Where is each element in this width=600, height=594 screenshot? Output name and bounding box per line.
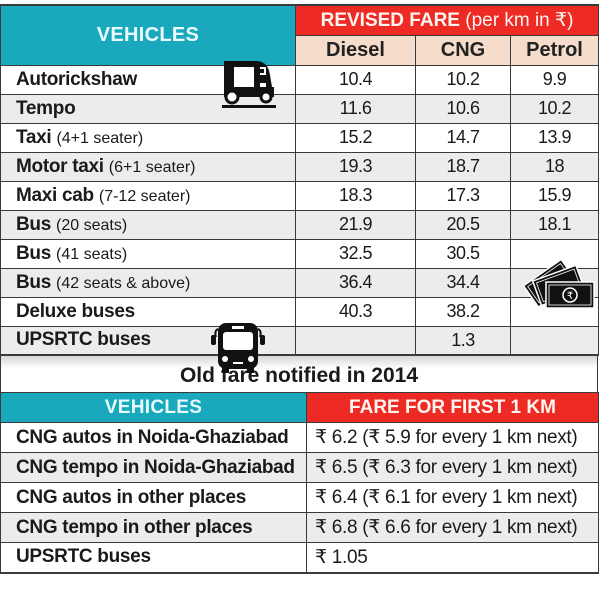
fare-cng: 18.7 bbox=[415, 151, 511, 182]
vehicle-name: UPSRTC buses bbox=[16, 329, 151, 351]
fare-diesel bbox=[295, 325, 416, 356]
fare-petrol: 13.9 bbox=[509, 122, 600, 153]
autorickshaw-icon bbox=[222, 61, 276, 108]
fare-diesel: 32.5 bbox=[295, 238, 416, 269]
table-row: CNG tempo in Noida-Ghaziabad ₹ 6.5 (₹ 6.3… bbox=[0, 452, 599, 483]
fare-cng: 14.7 bbox=[415, 122, 511, 153]
fare-petrol: 10.2 bbox=[509, 93, 600, 124]
table-row: Taxi (4+1 seater) 15.2 14.7 13.9 bbox=[0, 122, 600, 153]
revised-fare-header-label: REVISED FARE bbox=[320, 9, 460, 31]
bus-icon bbox=[211, 323, 265, 373]
vehicles-header: VEHICLES bbox=[0, 4, 296, 66]
fare-cng: 34.4 bbox=[415, 267, 511, 298]
fare-cng: 20.5 bbox=[415, 209, 511, 240]
old-vehicle-name: CNG autos in Noida-Ghaziabad bbox=[0, 422, 307, 453]
old-fare-value: ₹ 6.5 (₹ 6.3 for every 1 km next) bbox=[306, 452, 599, 483]
fare-cng: 1.3 bbox=[415, 325, 511, 356]
old-vehicle-name: CNG autos in other places bbox=[0, 482, 307, 513]
vehicle-name: Bus bbox=[16, 271, 51, 293]
table-row: Tempo 11.6 10.6 10.2 bbox=[0, 93, 600, 124]
revised-fare-header: REVISED FARE (per km in ₹) bbox=[294, 4, 600, 36]
rupee-notes-icon: ₹ bbox=[522, 258, 595, 309]
old-vehicle-name: UPSRTC buses bbox=[0, 542, 307, 574]
fare-infographic: VEHICLES REVISED FARE (per km in ₹) Dies… bbox=[0, 4, 600, 574]
vehicle-cell: Deluxe buses bbox=[0, 296, 296, 327]
fare-petrol bbox=[509, 325, 600, 356]
fare-cng: 10.2 bbox=[415, 64, 511, 95]
vehicle-note: (7-12 seater) bbox=[98, 187, 191, 205]
vehicle-cell: Bus (42 seats & above) bbox=[0, 267, 296, 298]
vehicle-name: Autorickshaw bbox=[16, 68, 137, 90]
table-row: Bus (41 seats) 32.5 30.5 bbox=[0, 238, 600, 269]
svg-text:₹: ₹ bbox=[567, 291, 573, 302]
fare-petrol: 15.9 bbox=[509, 180, 600, 211]
table-row: UPSRTC buses ₹ 1.05 bbox=[0, 542, 599, 574]
revised-fare-table: VEHICLES REVISED FARE (per km in ₹) Dies… bbox=[0, 4, 600, 356]
vehicle-name: Tempo bbox=[16, 97, 76, 119]
vehicle-cell: Bus (20 seats) bbox=[0, 209, 296, 240]
vehicles-header-label: VEHICLES bbox=[96, 23, 200, 46]
table-row: Bus (42 seats & above) 36.4 34.4 bbox=[0, 267, 600, 298]
fare-petrol: 9.9 bbox=[509, 64, 600, 95]
column-header-diesel: Diesel bbox=[295, 34, 416, 66]
old-vehicle-name: CNG tempo in Noida-Ghaziabad bbox=[0, 452, 307, 483]
fare-petrol: 18 bbox=[509, 151, 600, 182]
vehicle-cell: Bus (41 seats) bbox=[0, 238, 296, 269]
fare-cng: 17.3 bbox=[415, 180, 511, 211]
table-row: CNG tempo in other places ₹ 6.8 (₹ 6.6 fo… bbox=[0, 512, 599, 543]
fare-diesel: 18.3 bbox=[295, 180, 416, 211]
vehicle-name: Motor taxi bbox=[16, 155, 104, 177]
fare-diesel: 10.4 bbox=[295, 64, 416, 95]
fare-cng: 10.6 bbox=[415, 93, 511, 124]
vehicle-cell: Motor taxi (6+1 seater) bbox=[0, 151, 296, 182]
vehicle-note: (41 seats) bbox=[56, 245, 128, 263]
old-fare-title: Old fare notified in 2014 bbox=[0, 356, 598, 392]
vehicle-name: Deluxe buses bbox=[16, 300, 135, 322]
old-fare-value: ₹ 6.2 (₹ 5.9 for every 1 km next) bbox=[306, 422, 599, 453]
vehicle-note: (4+1 seater) bbox=[56, 129, 144, 147]
vehicle-name: Taxi bbox=[16, 126, 52, 148]
column-header-petrol: Petrol bbox=[509, 34, 600, 66]
table-row: Motor taxi (6+1 seater) 19.3 18.7 18 bbox=[0, 151, 600, 182]
fare-diesel: 36.4 bbox=[295, 267, 416, 298]
old-fare-value: ₹ 6.8 (₹ 6.6 for every 1 km next) bbox=[306, 512, 599, 543]
table-row: Deluxe buses 40.3 38.2 bbox=[0, 296, 600, 327]
old-vehicle-name: CNG tempo in other places bbox=[0, 512, 307, 543]
table-row: CNG autos in Noida-Ghaziabad ₹ 6.2 (₹ 5.9… bbox=[0, 422, 599, 453]
vehicle-note: (42 seats & above) bbox=[56, 274, 191, 292]
revised-fare-header-note: (per km in ₹) bbox=[465, 9, 574, 31]
vehicle-name: Maxi cab bbox=[16, 184, 94, 206]
fare-diesel: 21.9 bbox=[295, 209, 416, 240]
vehicle-cell: Autorickshaw bbox=[0, 64, 296, 95]
fare-diesel: 40.3 bbox=[295, 296, 416, 327]
old-fare-value: ₹ 6.4 (₹ 6.1 for every 1 km next) bbox=[306, 482, 599, 513]
vehicle-note: (6+1 seater) bbox=[108, 158, 196, 176]
table-row: CNG autos in other places ₹ 6.4 (₹ 6.1 fo… bbox=[0, 482, 599, 513]
vehicle-note: (20 seats) bbox=[56, 216, 128, 234]
vehicle-name: Bus bbox=[16, 213, 51, 235]
column-header-cng: CNG bbox=[415, 34, 511, 66]
table-row: UPSRTC buses 1.3 bbox=[0, 325, 600, 356]
fare-diesel: 11.6 bbox=[295, 93, 416, 124]
old-fare-value: ₹ 1.05 bbox=[306, 542, 599, 574]
vehicle-cell: Taxi (4+1 seater) bbox=[0, 122, 296, 153]
table-row: Bus (20 seats) 21.9 20.5 18.1 bbox=[0, 209, 600, 240]
vehicle-name: Bus bbox=[16, 242, 51, 264]
table-row: Autorickshaw 10.4 10.2 9.9 bbox=[0, 64, 600, 95]
vehicle-cell: Maxi cab (7-12 seater) bbox=[0, 180, 296, 211]
fare-cng: 38.2 bbox=[415, 296, 511, 327]
old-fare-header: FARE FOR FIRST 1 KM bbox=[306, 392, 599, 423]
table-row: Maxi cab (7-12 seater) 18.3 17.3 15.9 bbox=[0, 180, 600, 211]
fare-diesel: 15.2 bbox=[295, 122, 416, 153]
old-fare-table: VEHICLES FARE FOR FIRST 1 KM CNG autos i… bbox=[0, 392, 599, 574]
fare-diesel: 19.3 bbox=[295, 151, 416, 182]
old-vehicles-header: VEHICLES bbox=[0, 392, 307, 423]
fare-cng: 30.5 bbox=[415, 238, 511, 269]
fare-petrol: 18.1 bbox=[509, 209, 600, 240]
